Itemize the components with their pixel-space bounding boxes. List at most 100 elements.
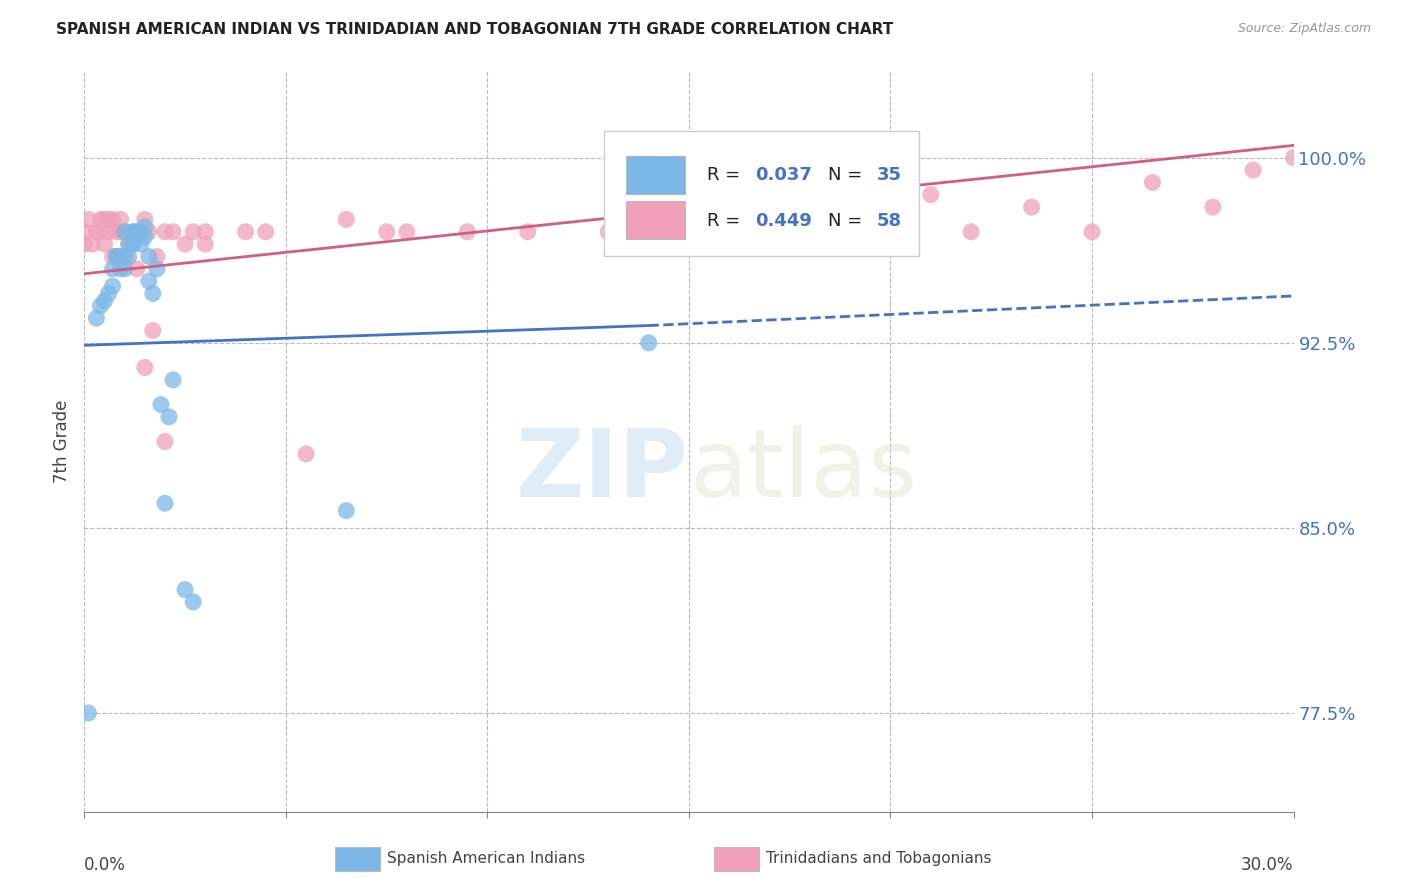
Point bbox=[97, 212, 120, 227]
Point bbox=[395, 225, 418, 239]
Point bbox=[960, 225, 983, 239]
Point bbox=[181, 595, 204, 609]
Point bbox=[138, 249, 160, 263]
Point bbox=[129, 237, 152, 252]
Point bbox=[157, 409, 180, 424]
Point bbox=[134, 219, 156, 234]
Point bbox=[1241, 163, 1264, 178]
Point bbox=[174, 582, 197, 597]
Point bbox=[110, 261, 132, 276]
Point bbox=[125, 261, 148, 276]
Point bbox=[181, 225, 204, 239]
Point bbox=[125, 225, 148, 239]
Point bbox=[153, 225, 176, 239]
Point bbox=[93, 293, 115, 308]
Point bbox=[121, 225, 143, 239]
Point bbox=[89, 212, 111, 227]
Point bbox=[101, 212, 124, 227]
Text: R =: R = bbox=[707, 212, 747, 230]
Point bbox=[121, 225, 143, 239]
Point bbox=[77, 706, 100, 720]
Point bbox=[89, 299, 111, 313]
Point bbox=[738, 175, 761, 189]
Point bbox=[162, 225, 184, 239]
Point bbox=[105, 249, 128, 263]
Point bbox=[93, 212, 115, 227]
Point bbox=[149, 397, 172, 411]
Point bbox=[118, 237, 141, 252]
Point bbox=[110, 225, 132, 239]
Point bbox=[105, 249, 128, 263]
Text: R =: R = bbox=[707, 166, 747, 184]
Point bbox=[1142, 175, 1164, 189]
Point bbox=[194, 237, 217, 252]
Point bbox=[174, 237, 197, 252]
Point bbox=[97, 225, 120, 239]
Point bbox=[138, 274, 160, 288]
Point bbox=[101, 279, 124, 293]
Text: 0.0%: 0.0% bbox=[84, 856, 127, 874]
Text: N =: N = bbox=[828, 212, 868, 230]
Text: atlas: atlas bbox=[689, 425, 917, 517]
Point bbox=[114, 249, 136, 263]
Point bbox=[121, 237, 143, 252]
Point bbox=[110, 212, 132, 227]
Point bbox=[637, 335, 659, 350]
Point bbox=[121, 237, 143, 252]
Text: Source: ZipAtlas.com: Source: ZipAtlas.com bbox=[1237, 22, 1371, 36]
Point bbox=[456, 225, 478, 239]
Point bbox=[82, 237, 104, 252]
Point bbox=[142, 286, 165, 301]
Point bbox=[1081, 225, 1104, 239]
Point bbox=[73, 237, 96, 252]
Text: 58: 58 bbox=[876, 212, 901, 230]
FancyBboxPatch shape bbox=[626, 156, 685, 194]
Point bbox=[105, 249, 128, 263]
Text: 30.0%: 30.0% bbox=[1241, 856, 1294, 874]
Text: SPANISH AMERICAN INDIAN VS TRINIDADIAN AND TOBAGONIAN 7TH GRADE CORRELATION CHAR: SPANISH AMERICAN INDIAN VS TRINIDADIAN A… bbox=[56, 22, 893, 37]
Point bbox=[375, 225, 398, 239]
Point bbox=[697, 163, 720, 178]
Point bbox=[162, 373, 184, 387]
Point bbox=[254, 225, 277, 239]
FancyBboxPatch shape bbox=[605, 130, 918, 257]
Point bbox=[101, 249, 124, 263]
Point bbox=[153, 434, 176, 449]
Point bbox=[146, 261, 169, 276]
Point bbox=[114, 261, 136, 276]
Text: Spanish American Indians: Spanish American Indians bbox=[387, 852, 585, 866]
Text: Trinidadians and Tobagonians: Trinidadians and Tobagonians bbox=[766, 852, 991, 866]
Point bbox=[142, 323, 165, 337]
Text: 0.449: 0.449 bbox=[755, 212, 813, 230]
Point bbox=[598, 225, 620, 239]
Point bbox=[105, 225, 128, 239]
Point bbox=[134, 229, 156, 244]
Point bbox=[114, 225, 136, 239]
Point bbox=[77, 212, 100, 227]
Point bbox=[129, 225, 152, 239]
Point bbox=[89, 225, 111, 239]
Point bbox=[97, 286, 120, 301]
Point bbox=[146, 249, 169, 263]
Point bbox=[73, 225, 96, 239]
Point bbox=[114, 225, 136, 239]
Point bbox=[86, 225, 108, 239]
Text: N =: N = bbox=[828, 166, 868, 184]
Text: ZIP: ZIP bbox=[516, 425, 689, 517]
Point bbox=[779, 151, 801, 165]
Text: 0.037: 0.037 bbox=[755, 166, 813, 184]
Point bbox=[114, 249, 136, 263]
Point bbox=[335, 503, 357, 517]
Point bbox=[235, 225, 257, 239]
Point bbox=[138, 225, 160, 239]
Point bbox=[194, 225, 217, 239]
Point bbox=[335, 212, 357, 227]
Point bbox=[1282, 151, 1305, 165]
FancyBboxPatch shape bbox=[626, 201, 685, 239]
Point bbox=[125, 225, 148, 239]
Point bbox=[295, 447, 318, 461]
Point bbox=[839, 225, 862, 239]
Point bbox=[1021, 200, 1043, 214]
Point bbox=[110, 249, 132, 263]
Text: 35: 35 bbox=[876, 166, 901, 184]
